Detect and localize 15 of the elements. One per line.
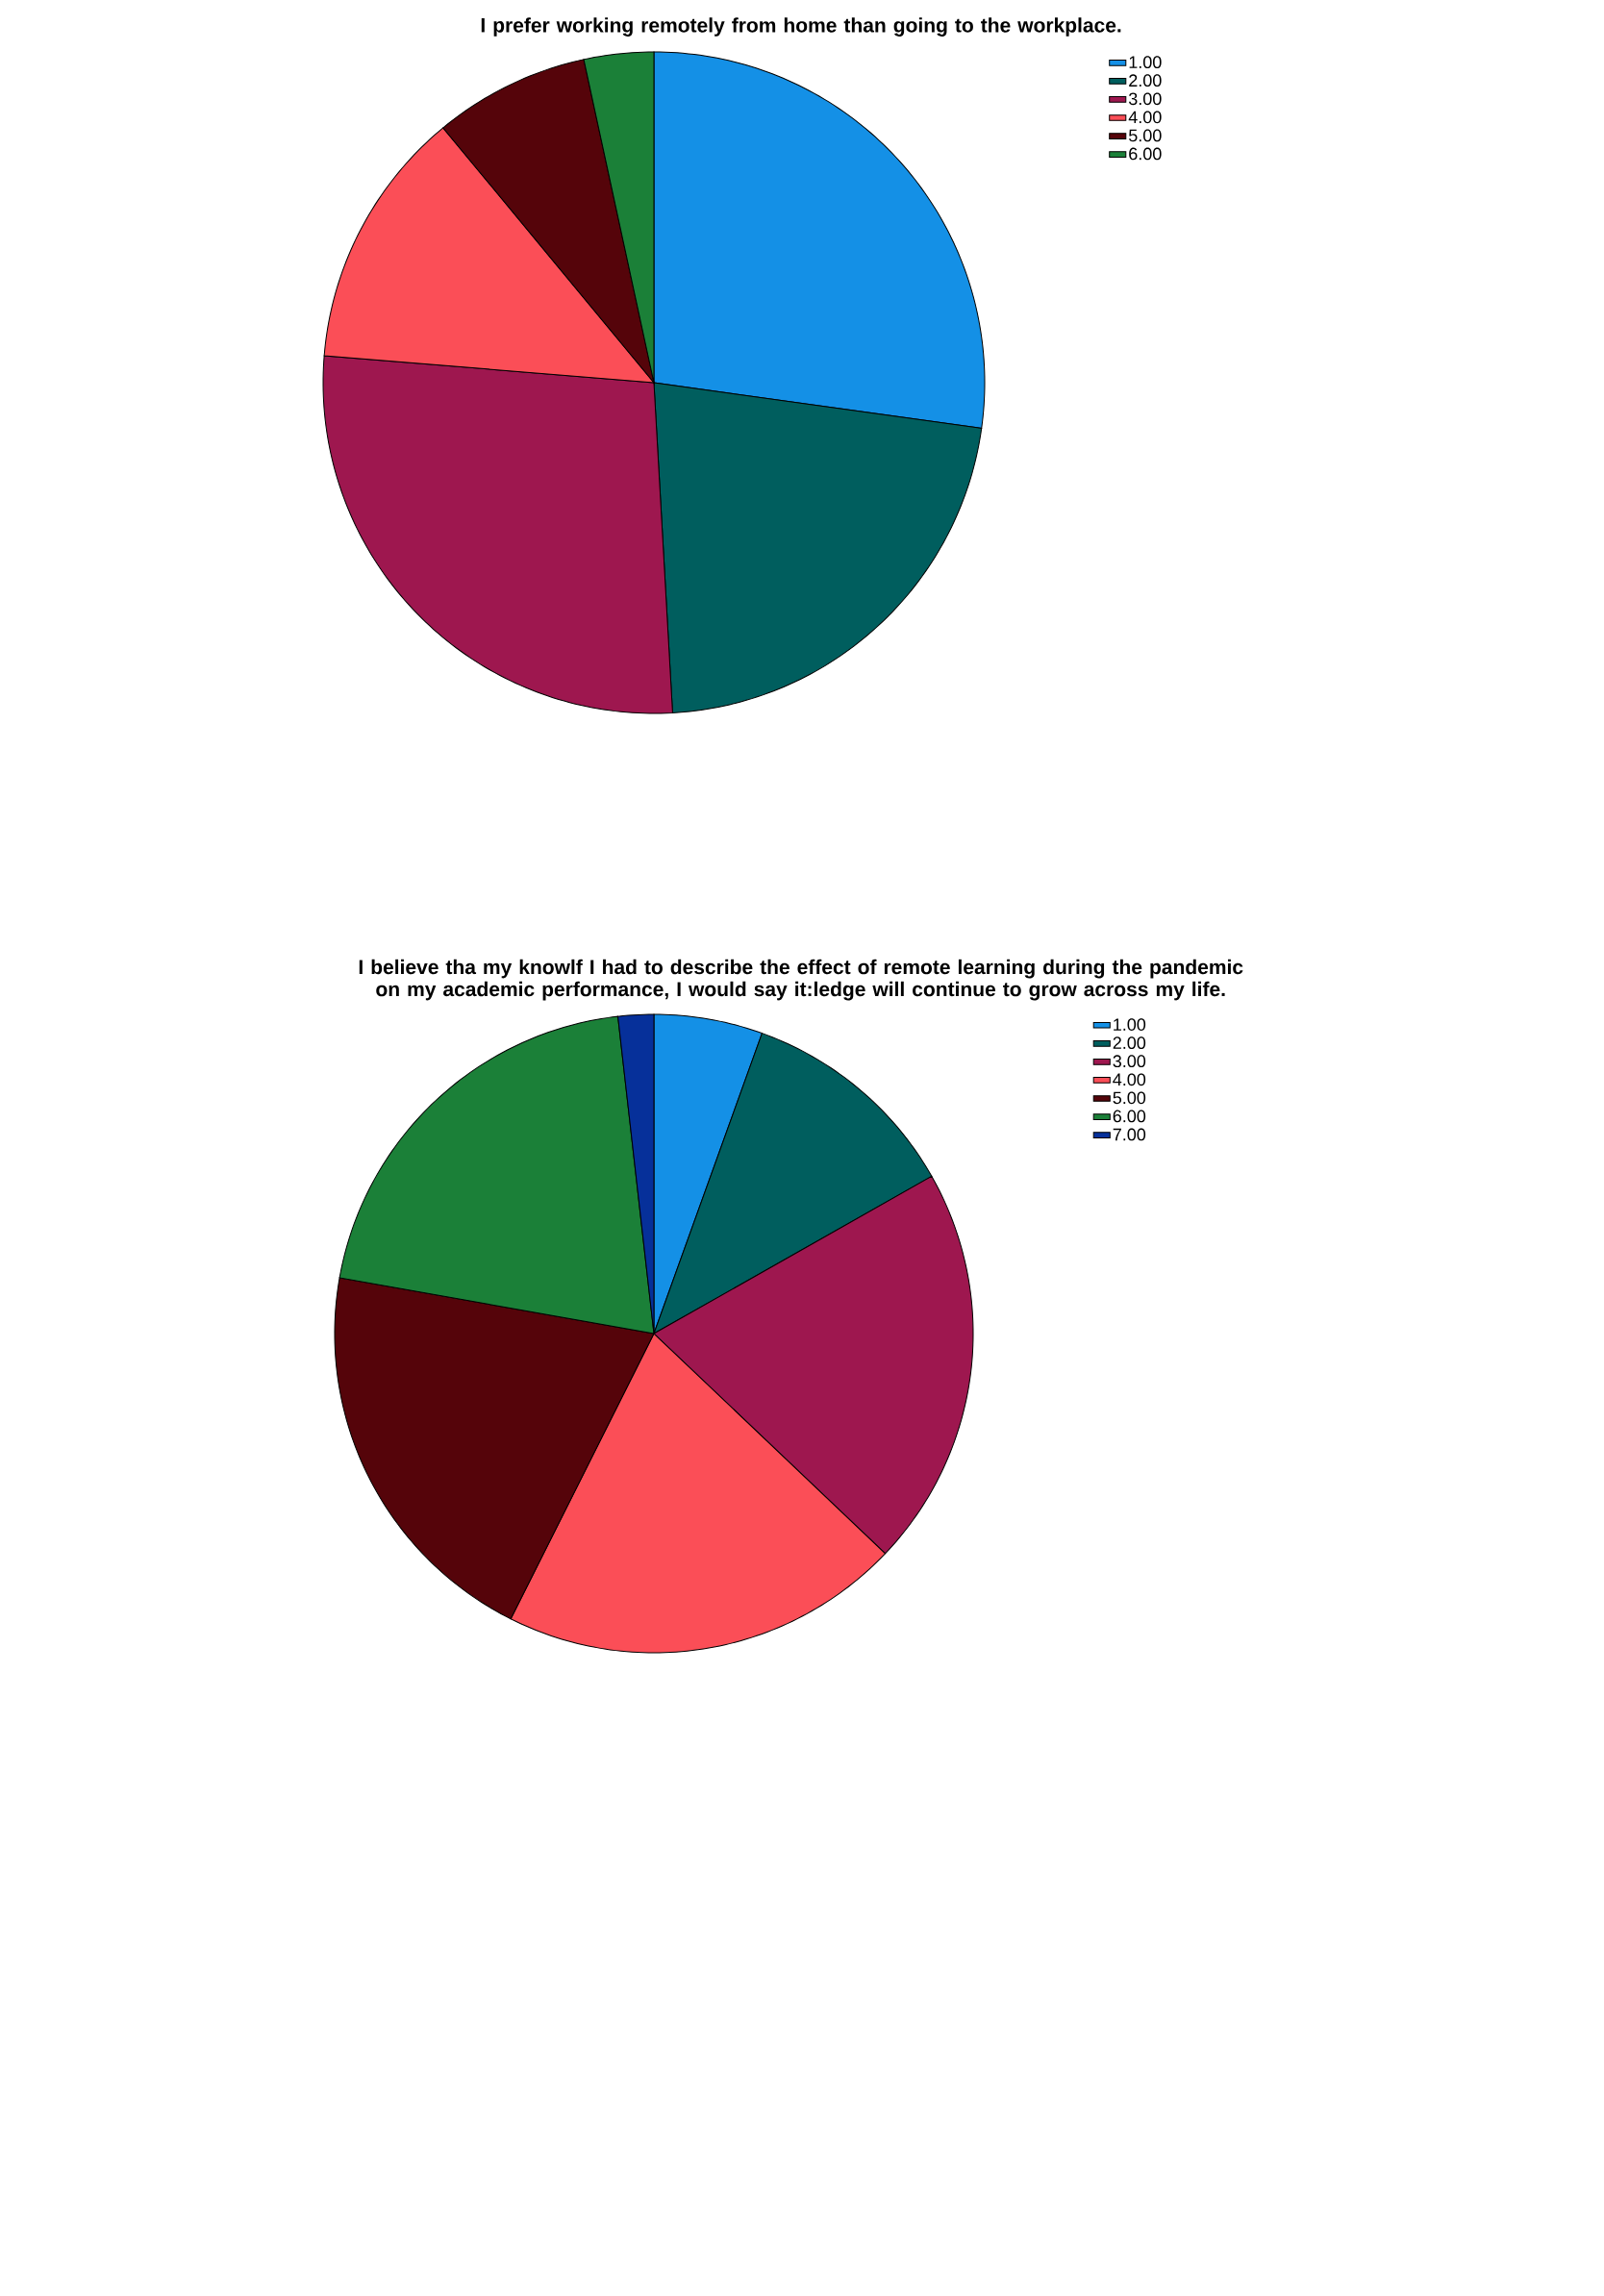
- legend-label: 3.00: [1113, 1055, 1146, 1068]
- legend-label: 6.00: [1129, 147, 1162, 161]
- legend-label: 5.00: [1113, 1091, 1146, 1105]
- legend-label: 4.00: [1113, 1073, 1146, 1086]
- legend-label: 1.00: [1129, 56, 1162, 69]
- legend-label: 3.00: [1128, 92, 1162, 106]
- chart-title: I prefer working remotely from home than going to the workplace.: [481, 17, 1121, 37]
- chart-title: I believe tha my knowlf I had to describe the effect of remote learning during the pandemic on my academic performance, I would say it:ledge will continue to grow across my life.: [359, 959, 1243, 1001]
- legend-label: 7.00: [1113, 1128, 1146, 1141]
- legend-label: 2.00: [1113, 1036, 1146, 1050]
- legend-label: 2.00: [1129, 74, 1162, 87]
- legend-label: 6.00: [1113, 1110, 1146, 1123]
- legend-label: 1.00: [1114, 1018, 1146, 1031]
- legend-label: 4.00: [1128, 111, 1162, 124]
- legend-label: 5.00: [1129, 129, 1162, 142]
